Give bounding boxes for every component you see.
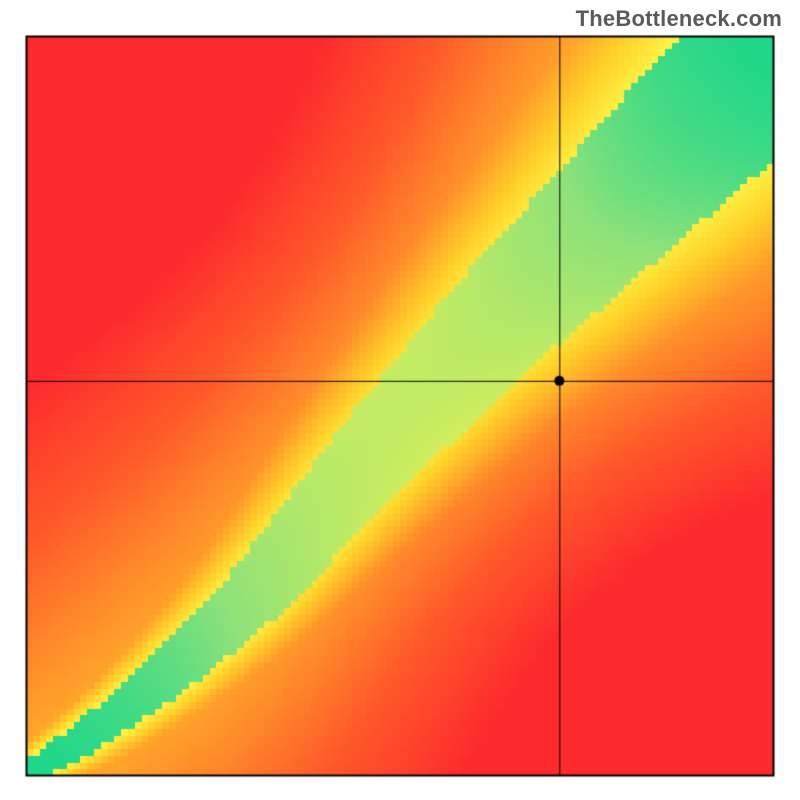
bottleneck-heatmap [0,0,800,800]
watermark-label: TheBottleneck.com [576,6,782,32]
chart-container: TheBottleneck.com [0,0,800,800]
